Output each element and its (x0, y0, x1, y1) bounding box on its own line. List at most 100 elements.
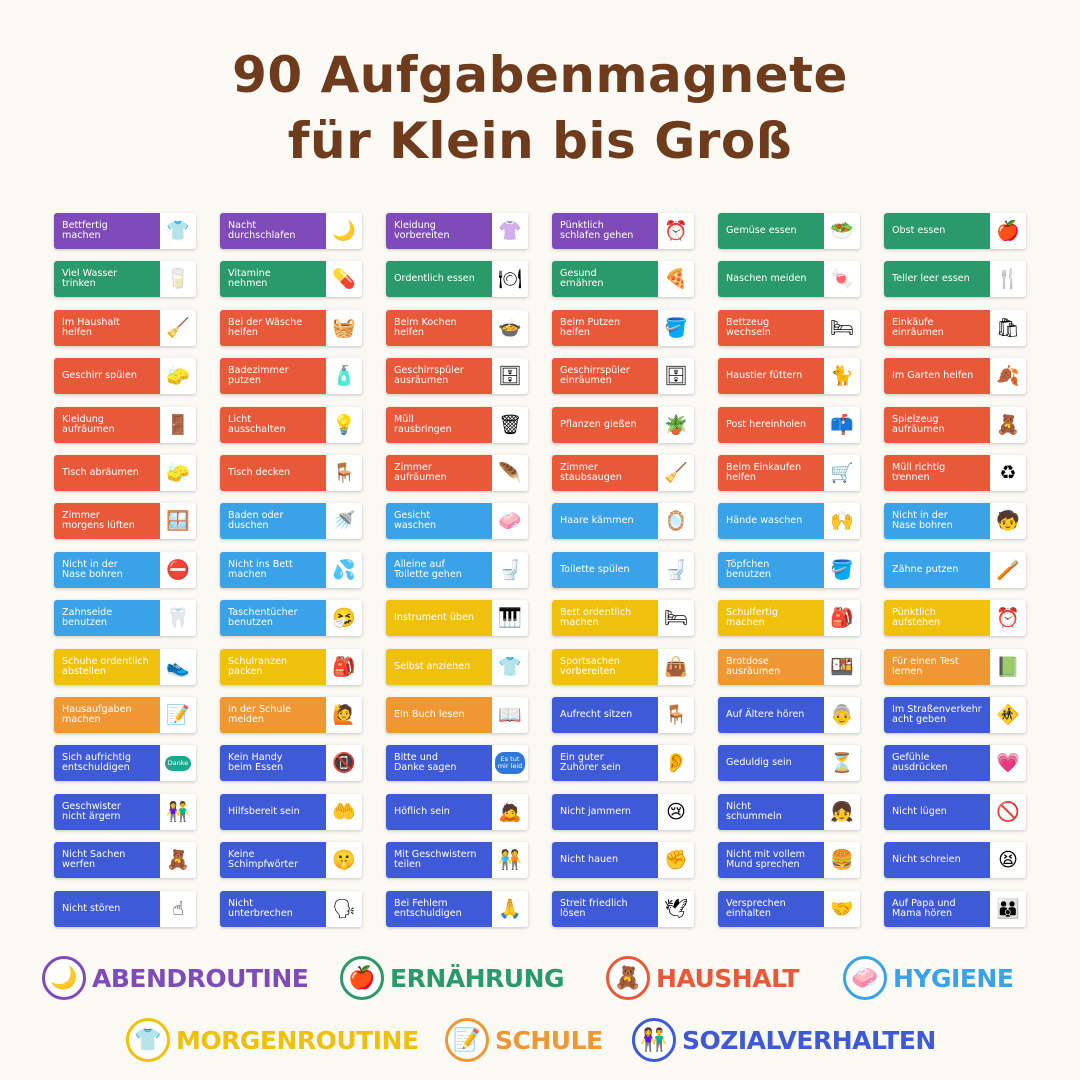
task-magnet: Bettfertig machen 👕 (54, 213, 196, 249)
speech-bubble-icon: Danke (160, 745, 196, 781)
toothbrush-icon: 🪥 (990, 552, 1026, 588)
raised-hand-icon: 🙋 (326, 697, 362, 733)
task-magnet: Töpfchen benutzen 🪣 (718, 552, 860, 588)
homework-icon: 📝 (160, 697, 196, 733)
dishwasher-icon: 🗄 (658, 358, 694, 394)
cat-icon: 🐈 (824, 358, 860, 394)
dental-floss-icon: 🦷 (160, 600, 196, 636)
task-magnet: Spielzeug aufräumen 🧸 (884, 407, 1026, 443)
school-bag-icon: 🎒 (326, 649, 362, 685)
task-label: Kein Handy beim Essen (220, 745, 326, 781)
task-label: Versprechen einhalten (718, 891, 824, 927)
task-label: Spielzeug aufräumen (884, 407, 990, 443)
sponge-icon: 🧽 (160, 455, 196, 491)
task-label: Keine Schimpfwörter (220, 842, 326, 878)
task-magnet: Ein guter Zuhörer sein 👂 (552, 745, 694, 781)
task-magnet: Gemüse essen 🥗 (718, 213, 860, 249)
hourglass-icon: ⏳ (824, 745, 860, 781)
task-label: Pünktlich aufstehen (884, 600, 990, 636)
backpack-icon: 🎒 (824, 600, 860, 636)
task-magnet: Licht ausschalten 💡 (220, 407, 362, 443)
task-magnet: Bettzeug wechseln 🛏 (718, 310, 860, 346)
title-line-2: für Klein bis Groß (287, 112, 793, 170)
task-label: Geschirrspüler einräumen (552, 358, 658, 394)
task-magnet: Beim Kochen helfen 🍲 (386, 310, 528, 346)
trash-bag-icon: 🗑 (492, 407, 528, 443)
task-label: Schulfertig machen (718, 600, 824, 636)
task-magnet: Gefühle ausdrücken 💗 (884, 745, 1026, 781)
task-magnet: Hausaufgaben machen 📝 (54, 697, 196, 733)
task-label: Bei der Wäsche helfen (220, 310, 326, 346)
task-magnet: Beim Einkaufen helfen 🛒 (718, 455, 860, 491)
task-magnet: Toilette spülen 🚽 (552, 552, 694, 588)
no-nose-picking-icon: ⛔ (160, 552, 196, 588)
task-label: Bitte und Danke sagen (386, 745, 492, 781)
task-label: Nicht in der Nase bohren (884, 503, 990, 539)
task-label: Selbst anziehen (386, 649, 492, 685)
task-magnet: Pünktlich aufstehen ⏰ (884, 600, 1026, 636)
task-magnet: Nicht mit vollem Mund sprechen 🍔 (718, 842, 860, 878)
task-magnet: Nicht Sachen werfen 🧸 (54, 842, 196, 878)
task-label: Sich aufrichtig entschuldigen (54, 745, 160, 781)
task-magnet: Taschentücher benutzen 🤧 (220, 600, 362, 636)
bed-icon: 🛏 (658, 600, 694, 636)
mailbox-icon: 📫 (824, 407, 860, 443)
task-magnet: Auf Ältere hören 👵 (718, 697, 860, 733)
task-label: Toilette spülen (552, 552, 658, 588)
task-label: Kleidung vorbereiten (386, 213, 492, 249)
task-magnet: Bei Fehlern entschuldigen 🙏 (386, 891, 528, 927)
kids-icon: 👫 (632, 1018, 676, 1062)
plate-icon: 🍽 (492, 261, 528, 297)
task-magnet: Nicht unterbrechen 🗣 (220, 891, 362, 927)
quiet-finger-icon: ☝ (160, 891, 196, 927)
clothes-stack-icon: 👚 (492, 213, 528, 249)
task-magnet: Geschirrspüler einräumen 🗄 (552, 358, 694, 394)
task-magnet: Hilfsbereit sein 🤲 (220, 794, 362, 830)
task-magnet: Tisch decken 🪑 (220, 455, 362, 491)
legend-label: HAUSHALT (656, 963, 799, 993)
toilet-icon: 🚽 (492, 552, 528, 588)
task-magnet: Geduldig sein ⏳ (718, 745, 860, 781)
task-label: Hausaufgaben machen (54, 697, 160, 733)
task-magnet: Sportsachen vorbereiten 👜 (552, 649, 694, 685)
wet-bed-icon: 💦 (326, 552, 362, 588)
task-label: Für einen Test lernen (884, 649, 990, 685)
task-magnet: Teller leer essen 🍴 (884, 261, 1026, 297)
face-wash-icon: 🧼 (492, 503, 528, 539)
task-magnet: Müll rausbringen 🗑 (386, 407, 528, 443)
legend-label: MORGENROUTINE (176, 1025, 419, 1055)
legend-label: ABENDROUTINE (92, 963, 309, 993)
wardrobe-icon: 🚪 (160, 407, 196, 443)
task-label: Töpfchen benutzen (718, 552, 824, 588)
task-label: Schuhe ordentlich abstellen (54, 649, 160, 685)
task-label: Beim Kochen helfen (386, 310, 492, 346)
bedding-icon: 🛏 (824, 310, 860, 346)
rake-icon: 🍂 (990, 358, 1026, 394)
task-label: Naschen meiden (718, 261, 824, 297)
task-label: Zähne putzen (884, 552, 990, 588)
task-label: Haustier füttern (718, 358, 824, 394)
task-magnet: Schulfertig machen 🎒 (718, 600, 860, 636)
task-label: Beim Putzen helfen (552, 310, 658, 346)
task-magnet: Gesund ernähren 🍕 (552, 261, 694, 297)
promise-kids-icon: 🤝 (824, 891, 860, 927)
lunchbox-icon: 🍱 (824, 649, 860, 685)
laundry-basket-icon: 🧺 (326, 310, 362, 346)
shoes-icon: 👟 (160, 649, 196, 685)
task-magnet: Tisch abräumen 🧽 (54, 455, 196, 491)
task-label: Beim Einkaufen helfen (718, 455, 824, 491)
legend-label: HYGIENE (893, 963, 1014, 993)
ear-icon: 👂 (658, 745, 694, 781)
heart-icon: 💗 (990, 745, 1026, 781)
cutlery-plate-icon: 🍴 (990, 261, 1026, 297)
task-label: Höflich sein (386, 794, 492, 830)
task-label: Müll rausbringen (386, 407, 492, 443)
vacuum-icon: 🧹 (658, 455, 694, 491)
task-label: Nicht hauen (552, 842, 658, 878)
shouting-face-icon: 😫 (990, 842, 1026, 878)
task-magnet: Nicht ins Bett machen 💦 (220, 552, 362, 588)
task-magnet: Nicht stören ☝ (54, 891, 196, 927)
task-magnet: Post hereinholen 📫 (718, 407, 860, 443)
task-magnet: Viel Wasser trinken 🥛 (54, 261, 196, 297)
task-label: Brotdose ausräumen (718, 649, 824, 685)
